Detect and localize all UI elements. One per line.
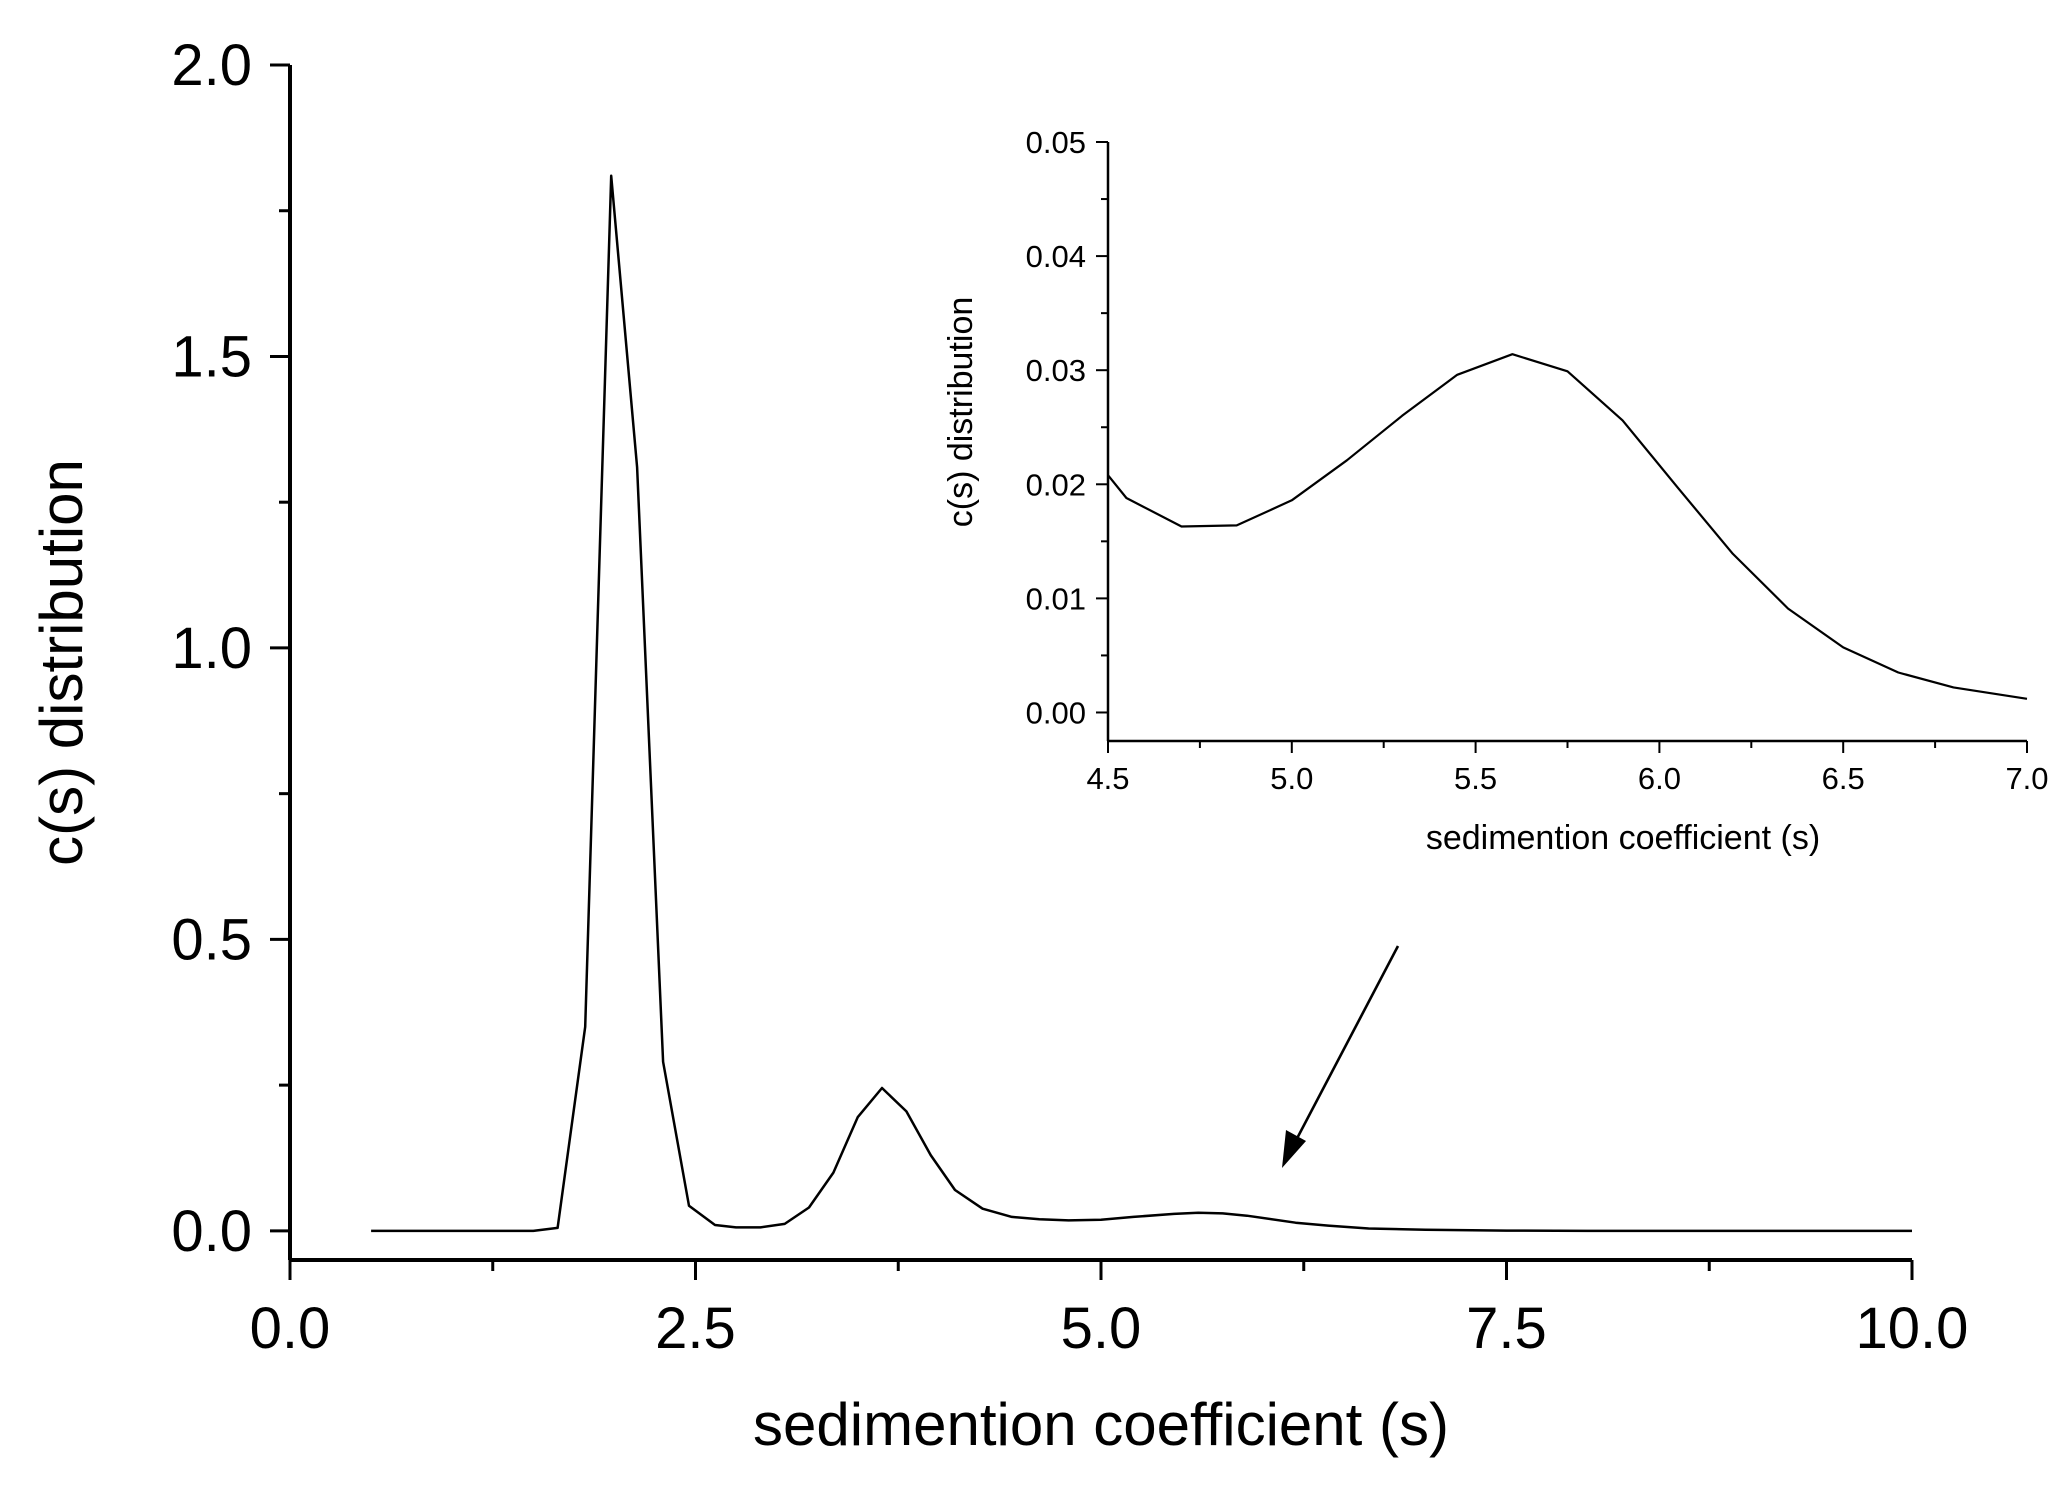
inset-x-tick-label: 5.5 (1454, 761, 1497, 796)
inset-y-tick-label: 0.01 (1026, 581, 1086, 616)
inset-x-tick-label: 4.5 (1086, 761, 1129, 796)
inset-y-tick-label: 0.03 (1026, 353, 1086, 388)
main-y-tick-label: 1.5 (171, 324, 252, 389)
inset-series-line (1107, 353, 2028, 700)
main-chart: 0.0 2.5 5.0 7.5 10.0 0.0 0.5 1.0 1.5 2.0 sedimen… (28, 33, 1968, 1458)
main-x-tick-label: 5.0 (1061, 1296, 1142, 1361)
main-y-axis-title: c(s) distribution (28, 459, 95, 866)
inset-y-tick-label: 0.02 (1026, 467, 1086, 502)
inset-chart: 4.5 5.0 5.5 6.0 6.5 7.0 0.000.010.020.030.040… (942, 125, 2049, 857)
inset-x-ticks: 4.5 5.0 5.5 6.0 6.5 7.0 (1086, 741, 2049, 796)
main-x-ticks: 0.0 2.5 5.0 7.5 10.0 (250, 1260, 1969, 1361)
inset-y-tick-label: 0.00 (1026, 695, 1086, 730)
inset-y-tick-label: 0.04 (1026, 239, 1086, 274)
main-x-tick-label: 2.5 (655, 1296, 736, 1361)
main-y-tick-label: 1.0 (171, 616, 252, 681)
inset-x-tick-label: 7.0 (2005, 761, 2048, 796)
arrow-shaft (1290, 945, 1400, 1149)
main-x-tick-label: 7.5 (1466, 1296, 1547, 1361)
inset-y-ticks: 0.00 0.01 0.02 0.03 0.04 0.05 (1026, 125, 1108, 730)
main-y-tick-label: 0.5 (171, 907, 252, 972)
inset-y-tick-label: 0.05 (1026, 125, 1086, 160)
inset-x-tick-label: 6.0 (1638, 761, 1681, 796)
main-series-line (371, 174, 1912, 1233)
inset-y-axis-title: c(s) distribution (942, 297, 980, 528)
main-x-axis-title: sedimention coefficient (s) (753, 1391, 1449, 1458)
inset-pointer-arrow (1282, 945, 1400, 1168)
inset-x-tick-label: 5.0 (1270, 761, 1313, 796)
main-y-tick-label: 0.0 (171, 1199, 252, 1264)
main-x-tick-label: 10.0 (1856, 1296, 1969, 1361)
main-x-tick-label: 0.0 (250, 1296, 331, 1361)
inset-x-axis-title: sedimention coefficient (s) (1426, 819, 1820, 857)
inset-series-layer (1107, 353, 2028, 700)
main-y-ticks: 0.0 0.5 1.0 1.5 2.0 (171, 33, 290, 1264)
main-y-tick-label: 2.0 (171, 33, 252, 98)
main-series-layer (371, 174, 1912, 1233)
arrow-head (1282, 1130, 1306, 1168)
inset-x-tick-label: 6.5 (1822, 761, 1865, 796)
